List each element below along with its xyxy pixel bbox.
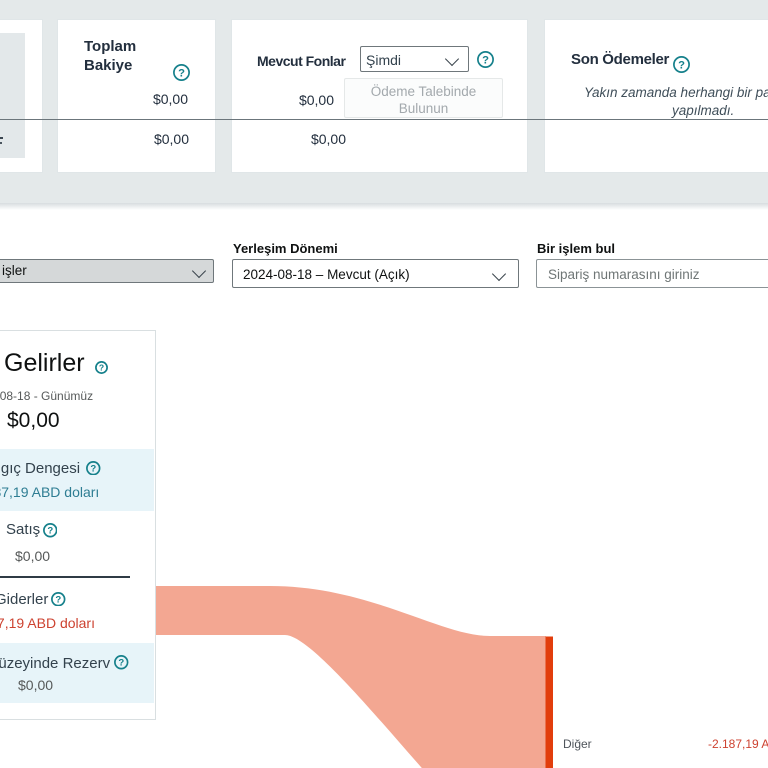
svg-text:?: ? <box>482 55 489 67</box>
svg-text:-2.187,19 ABD doları: -2.187,19 ABD doları <box>708 737 768 751</box>
svg-text:?: ? <box>178 68 185 80</box>
svg-text:?: ? <box>47 526 53 537</box>
svg-text:?: ? <box>118 658 124 669</box>
svg-text:?: ? <box>55 594 61 605</box>
svg-text:Diğer: Diğer <box>563 737 592 751</box>
svg-text:?: ? <box>99 363 104 373</box>
svg-text:?: ? <box>90 463 96 474</box>
svg-text:?: ? <box>678 60 685 72</box>
